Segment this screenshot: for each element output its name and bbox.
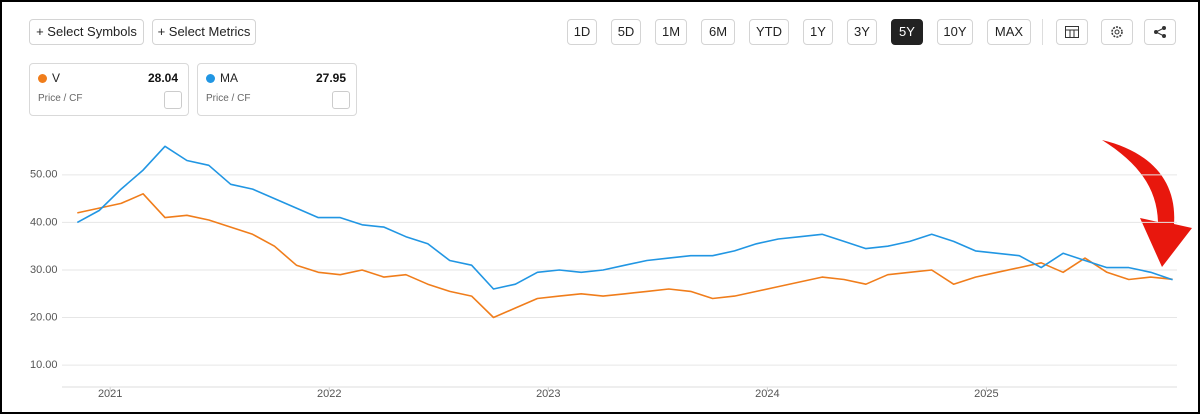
legend-label: MA [220, 71, 238, 85]
legend-name: MA [206, 71, 238, 85]
x-tick-label: 2023 [536, 388, 560, 400]
range-button[interactable]: 5Y [891, 19, 923, 45]
legend-card: V 28.04 Price / CF [29, 63, 189, 116]
x-tick-label: 2025 [974, 388, 998, 400]
legend-metric: Price / CF [38, 93, 83, 104]
range-button[interactable]: 3Y [847, 19, 877, 45]
x-tick-label: 2022 [317, 388, 341, 400]
legend-card: MA 27.95 Price / CF [197, 63, 357, 116]
range-button[interactable]: 1D [567, 19, 597, 45]
legend-label: V [52, 71, 61, 85]
range-button[interactable]: 1Y [803, 19, 833, 45]
y-tick-label: 40.00 [30, 216, 58, 228]
y-tick-label: 10.00 [30, 359, 58, 371]
legend-dot [206, 74, 215, 83]
divider [1042, 19, 1043, 45]
x-tick-label: 2024 [755, 388, 779, 400]
range-button[interactable]: YTD [749, 19, 789, 45]
x-tick-label: 2021 [98, 388, 122, 400]
range-button[interactable]: MAX [987, 19, 1031, 45]
series-line [76, 145, 1173, 290]
range-button[interactable]: 6M [701, 19, 735, 45]
select-button[interactable]: + Select Metrics [152, 19, 256, 45]
legend-name: V [38, 71, 60, 85]
range-button[interactable]: 10Y [937, 19, 973, 45]
chart-icon[interactable] [332, 91, 350, 109]
legend-metric: Price / CF [206, 93, 251, 104]
table-button[interactable] [1056, 19, 1088, 45]
range-button[interactable]: 1M [655, 19, 687, 45]
chart-icon[interactable] [164, 91, 182, 109]
legend-value: 28.04 [147, 71, 178, 85]
red-arrow [1102, 140, 1192, 267]
share-button[interactable] [1144, 19, 1176, 45]
y-tick-label: 20.00 [30, 311, 58, 323]
select-button[interactable]: + Select Symbols [29, 19, 144, 45]
legend-dot [38, 74, 47, 83]
range-button[interactable]: 5D [611, 19, 641, 45]
legend-value: 27.95 [315, 71, 346, 85]
y-tick-label: 50.00 [30, 169, 58, 181]
y-tick-label: 30.00 [30, 264, 58, 276]
series-line [77, 193, 1173, 319]
settings-button[interactable] [1101, 19, 1133, 45]
